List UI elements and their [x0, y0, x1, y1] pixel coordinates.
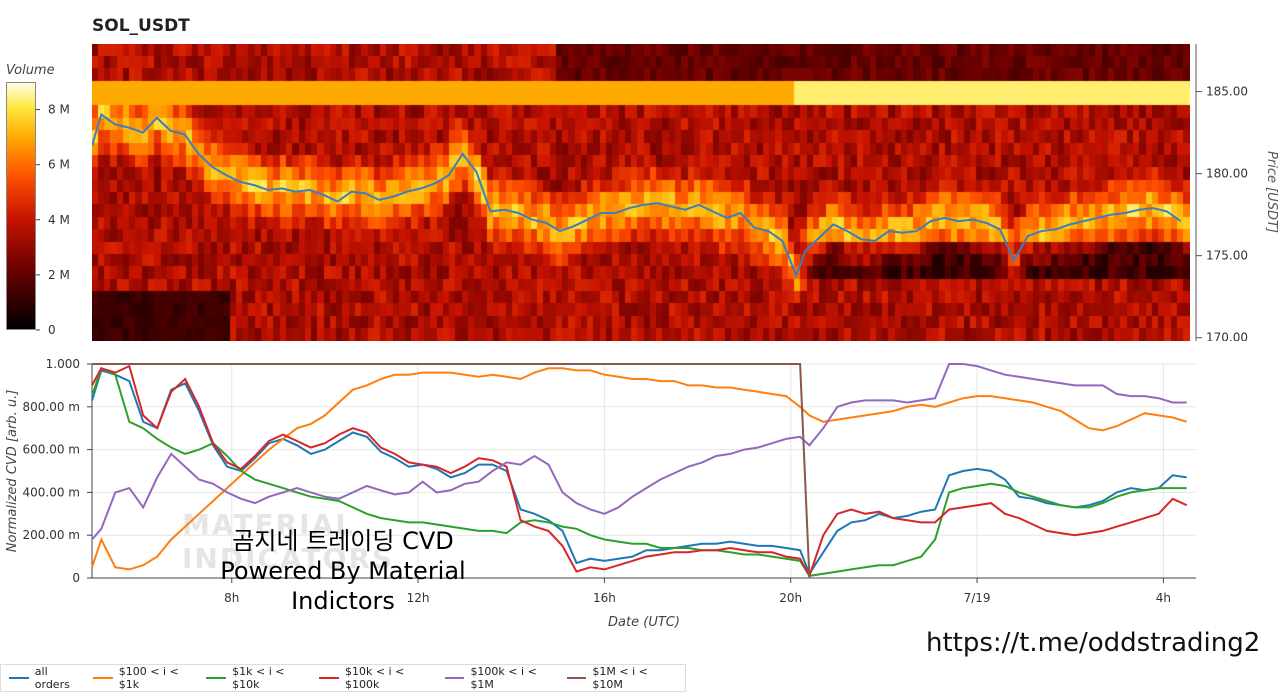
legend-label: $100k < i < $1M — [470, 665, 537, 691]
colorbar-tick-label: 6 M — [48, 158, 70, 172]
colorbar-axis: 0 2 M 4 M 6 M 8 M — [36, 103, 70, 337]
watermark-text: 곰지네 트레이딩 CVD Powered By Material Indicto… — [168, 526, 518, 616]
price-tick-label: 175.00 — [1206, 249, 1248, 263]
legend-item[interactable]: $1M < i < $10M — [566, 665, 673, 691]
y-tick-label: 200.00 m — [23, 528, 81, 542]
price-tick-label: 180.00 — [1206, 167, 1248, 181]
telegram-url[interactable]: https://t.me/oddstrading2 — [926, 628, 1261, 658]
price-tick-label: 185.00 — [1206, 85, 1248, 99]
legend-item[interactable]: $100k < i < $1M — [444, 665, 555, 691]
watermark-powered: Powered By Material Indictors — [220, 557, 466, 615]
series-line — [92, 363, 811, 579]
series-line — [91, 367, 1187, 571]
price-tick-label: 170.00 — [1206, 331, 1248, 341]
legend-swatch — [206, 677, 227, 679]
legend-label: $100 < i < $1k — [118, 665, 179, 691]
chart-legend: all orders $100 < i < $1k $1k < i < $10k $1… — [0, 664, 686, 692]
x-tick-label: 12h — [407, 591, 430, 605]
cvd-line-chart[interactable]: 0 200.00 m 400.00 m 600.00 m 800.00 m 1.000 8h… — [0, 350, 1280, 640]
y-tick-label: 800.00 m — [23, 400, 81, 414]
orderbook-heatmap[interactable] — [92, 44, 1190, 341]
y-tick-label: 1.000 — [46, 357, 80, 371]
y-tick-label: 600.00 m — [23, 443, 81, 457]
legend-swatch — [319, 677, 339, 679]
colorbar-title: Volume — [6, 63, 55, 78]
colorbar-tick-label: 4 M — [48, 213, 70, 227]
watermark-korean: 곰지네 트레이딩 CVD — [232, 527, 454, 555]
price-line-layer — [92, 112, 1182, 279]
x-tick-label: 8h — [224, 591, 239, 605]
legend-item[interactable]: $100 < i < $1k — [92, 665, 194, 691]
legend-label: $1k < i < $10k — [232, 665, 285, 691]
legend-swatch — [9, 677, 29, 679]
price-line — [92, 112, 1182, 279]
y-tick-label: 400.00 m — [23, 485, 81, 499]
series-line — [91, 366, 1187, 577]
price-axis-label: Price [USDT] — [1264, 151, 1279, 233]
legend-label: all orders — [34, 665, 70, 691]
colorbar — [6, 82, 36, 330]
legend-item[interactable]: $1k < i < $10k — [206, 665, 307, 691]
legend-swatch — [92, 677, 113, 679]
y-axis-label: Normalized CVD [arb. u.] — [5, 390, 20, 553]
colorbar-tick-label: 2 M — [48, 268, 70, 282]
legend-swatch — [566, 677, 587, 679]
legend-item[interactable]: $10k < i < $100k — [319, 665, 432, 691]
legend-label: $10k < i < $100k — [344, 665, 405, 691]
y-tick-label: 0 — [72, 571, 80, 585]
legend-item[interactable]: all orders — [9, 665, 81, 691]
x-tick-label: 16h — [593, 591, 616, 605]
x-tick-label: 20h — [779, 591, 802, 605]
x-tick-label: 4h — [1156, 591, 1171, 605]
price-axis: 170.00 175.00 180.00 185.00 Price [USDT] — [1195, 44, 1279, 341]
series-line — [91, 364, 1188, 579]
chart-title: SOL_USDT — [92, 16, 190, 36]
series-line — [91, 363, 1187, 541]
x-axis-label: Date (UTC) — [608, 615, 680, 630]
x-tick-label: 7/19 — [964, 591, 991, 605]
series-line — [91, 369, 1187, 576]
legend-label: $1M < i < $10M — [592, 665, 648, 691]
colorbar-tick-label: 0 — [48, 323, 56, 337]
legend-swatch — [444, 677, 465, 679]
colorbar-tick-label: 8 M — [48, 103, 70, 117]
